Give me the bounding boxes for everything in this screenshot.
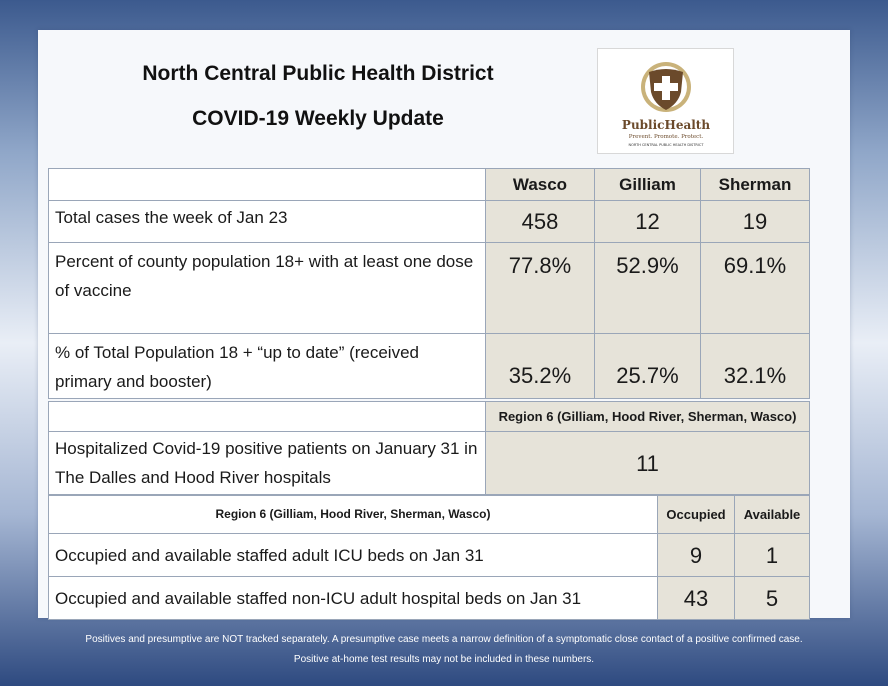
region-header: Region 6 (Gilliam, Hood River, Sherman, … <box>485 401 810 432</box>
header-blank-cell <box>48 168 486 201</box>
value-cell: 35.2% <box>485 333 595 399</box>
logo-brand-text: PublicHealth <box>622 118 710 132</box>
row-label: Occupied and available staffed non-ICU a… <box>48 576 658 620</box>
value-cell: 77.8% <box>485 242 595 334</box>
row-label: Occupied and available staffed adult ICU… <box>48 533 658 577</box>
table-row: Percent of county population 18+ with at… <box>48 242 810 334</box>
footnote-line2: Positive at-home test results may not be… <box>293 654 595 665</box>
page-title: North Central Public Health District <box>142 62 494 85</box>
value-cell: 458 <box>485 200 595 243</box>
shield-cross-icon: PublicHealth Prevent. Promote. Protect. … <box>622 62 710 147</box>
row-label: Total cases the week of Jan 23 <box>48 200 486 243</box>
footnote-line1: Positives and presumptive are NOT tracke… <box>85 634 803 645</box>
table-row: Hospitalized Covid-19 positive patients … <box>48 431 810 495</box>
county-header-row: Wasco Gilliam Sherman <box>48 168 810 201</box>
col-occupied: Occupied <box>657 495 735 534</box>
table-row: % of Total Population 18 + “up to date” … <box>48 333 810 399</box>
beds-header-row: Region 6 (Gilliam, Hood River, Sherman, … <box>48 495 810 534</box>
col-sherman: Sherman <box>700 168 810 201</box>
value-cell: 1 <box>734 533 810 577</box>
value-cell: 69.1% <box>700 242 810 334</box>
region-table: Region 6 (Gilliam, Hood River, Sherman, … <box>48 401 810 495</box>
hospitalized-value: 11 <box>485 431 810 495</box>
row-label: % of Total Population 18 + “up to date” … <box>48 333 486 399</box>
value-cell: 5 <box>734 576 810 620</box>
logo-district: NORTH CENTRAL PUBLIC HEALTH DISTRICT <box>629 143 705 147</box>
value-cell: 32.1% <box>700 333 810 399</box>
value-cell: 43 <box>657 576 735 620</box>
logo-tagline: Prevent. Promote. Protect. <box>629 134 704 140</box>
row-label: Hospitalized Covid-19 positive patients … <box>48 431 486 495</box>
table-row: Total cases the week of Jan 23 458 12 19 <box>48 200 810 243</box>
page-subtitle: COVID-19 Weekly Update <box>192 107 444 130</box>
county-table: Wasco Gilliam Sherman Total cases the we… <box>48 168 810 399</box>
value-cell: 25.7% <box>594 333 701 399</box>
header-blank-cell <box>48 401 486 432</box>
public-health-logo: PublicHealth Prevent. Promote. Protect. … <box>597 48 734 154</box>
value-cell: 9 <box>657 533 735 577</box>
col-wasco: Wasco <box>485 168 595 201</box>
table-row: Occupied and available staffed non-ICU a… <box>48 576 810 620</box>
row-label: Percent of county population 18+ with at… <box>48 242 486 334</box>
value-cell: 12 <box>594 200 701 243</box>
col-available: Available <box>734 495 810 534</box>
beds-table: Region 6 (Gilliam, Hood River, Sherman, … <box>48 495 810 620</box>
value-cell: 19 <box>700 200 810 243</box>
region-header-row: Region 6 (Gilliam, Hood River, Sherman, … <box>48 401 810 432</box>
table-row: Occupied and available staffed adult ICU… <box>48 533 810 577</box>
beds-region-header: Region 6 (Gilliam, Hood River, Sherman, … <box>48 495 658 534</box>
col-gilliam: Gilliam <box>594 168 701 201</box>
value-cell: 52.9% <box>594 242 701 334</box>
